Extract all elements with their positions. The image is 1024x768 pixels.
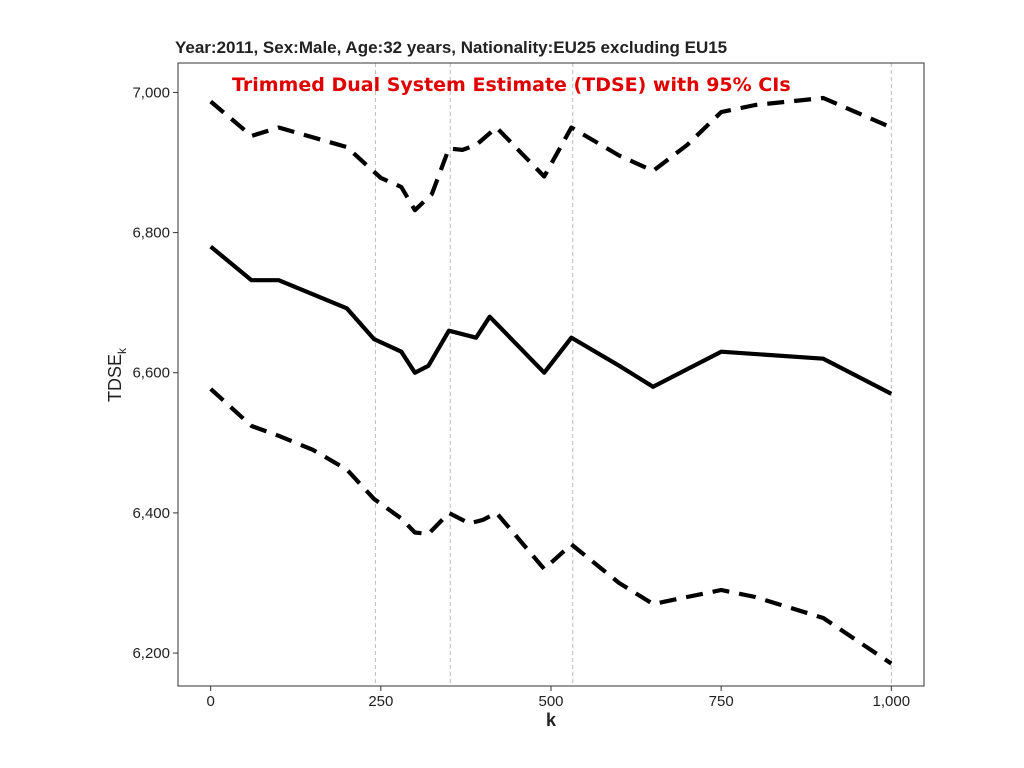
x-tick-label: 0 bbox=[206, 693, 214, 710]
x-axis-label: k bbox=[546, 710, 557, 730]
vlines-layer bbox=[374, 63, 892, 686]
lower-ci-line bbox=[209, 387, 893, 666]
series-layer bbox=[209, 95, 893, 666]
y-tick-label: 7,000 bbox=[132, 84, 170, 101]
upper-ci-line bbox=[209, 95, 893, 213]
y-axis: 6,200 6,400 6,600 6,800 7,000 bbox=[132, 84, 178, 662]
x-tick-label: 750 bbox=[709, 693, 734, 710]
plot-panel bbox=[177, 62, 925, 687]
y-tick-label: 6,800 bbox=[132, 225, 170, 242]
y-axis-label-subscript: k bbox=[115, 347, 129, 354]
x-tick-label: 500 bbox=[538, 693, 563, 710]
chart-title: Year:2011, Sex:Male, Age:32 years, Natio… bbox=[175, 38, 727, 57]
y-axis-label: TDSEk bbox=[105, 347, 129, 402]
y-tick-label: 6,200 bbox=[132, 645, 170, 662]
x-axis: 0 250 500 750 1,000 bbox=[206, 686, 910, 710]
x-tick-label: 250 bbox=[368, 693, 393, 710]
y-axis-label-main: TDSE bbox=[105, 354, 125, 402]
y-tick-label: 6,400 bbox=[132, 505, 170, 522]
estimate-line bbox=[209, 244, 893, 396]
ci-annotation: Trimmed Dual System Estimate (TDSE) with… bbox=[232, 74, 791, 96]
x-tick-label: 1,000 bbox=[873, 693, 911, 710]
y-tick-label: 6,600 bbox=[132, 365, 170, 382]
